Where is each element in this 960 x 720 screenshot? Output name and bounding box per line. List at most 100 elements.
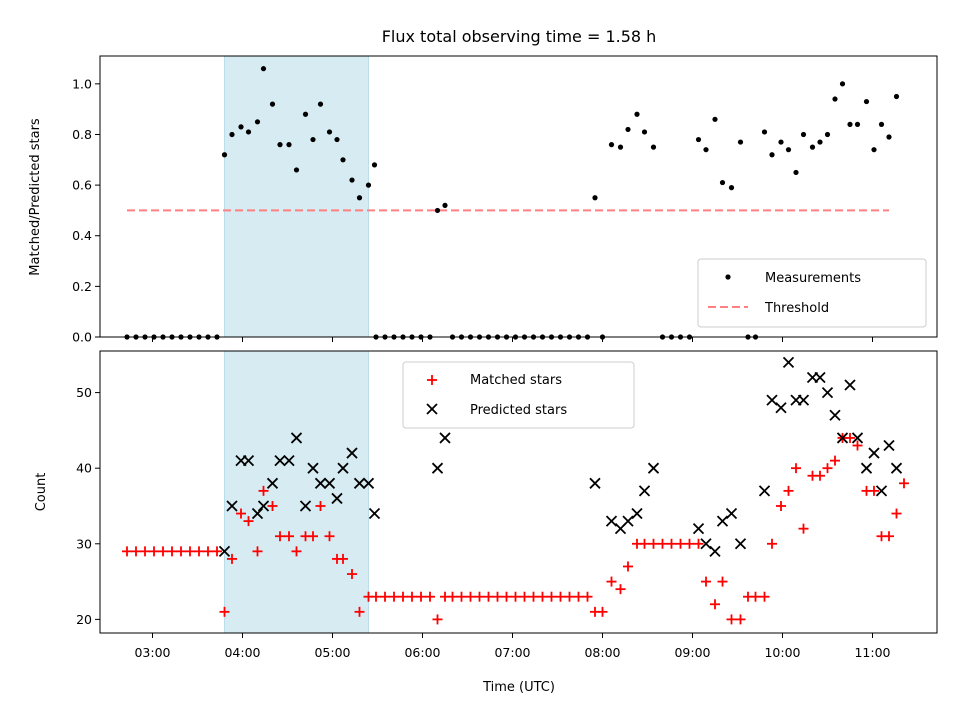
y-tick-label: 1.0: [72, 76, 92, 91]
matched-star-point: [284, 531, 294, 542]
top-y-ticks: 0.0 0.2 0.4 0.6 0.8 1.0: [72, 76, 100, 345]
predicted-star-point: [647, 462, 660, 474]
measurement-point: [719, 179, 726, 186]
highlight-window-top: [224, 55, 369, 338]
predicted-star-point: [323, 477, 336, 489]
matched-star-point: [158, 546, 168, 557]
matched-star-point: [555, 591, 566, 602]
x-axis-label: Time (UTC): [482, 680, 555, 695]
predicted-star-point: [589, 477, 601, 489]
matched-star-point: [822, 463, 833, 474]
measurement-point: [769, 152, 775, 158]
matched-star-point: [615, 584, 626, 595]
predicted-star-point: [299, 500, 312, 512]
top-axes-frame: [99, 55, 938, 338]
predicted-star-point: [883, 439, 895, 452]
measurement-point: [785, 147, 792, 153]
y-tick-label: 30: [76, 536, 92, 551]
matched-star-point: [291, 546, 302, 557]
matched-star-point: [735, 614, 746, 625]
matched-star-point: [666, 538, 677, 549]
measurement-point: [641, 129, 648, 135]
measurement-point: [800, 131, 807, 138]
matched-star-point: [767, 538, 777, 549]
matched-star-point: [212, 546, 222, 557]
matched-star-point: [140, 546, 150, 557]
matched-star-point: [347, 569, 357, 580]
predicted-star-point: [368, 507, 381, 520]
predicted-star-point: [242, 454, 255, 467]
y-tick-label: 40: [76, 461, 92, 476]
count-points: [122, 356, 909, 625]
measurement-point: [878, 121, 885, 127]
predicted-star-point: [362, 477, 375, 489]
matched-star-point: [582, 591, 593, 602]
matched-star-point: [416, 591, 426, 602]
matched-star-point: [750, 591, 761, 602]
measurement-point: [340, 157, 346, 163]
measurement-point: [650, 144, 657, 150]
measurement-point: [737, 139, 744, 145]
predicted-star-point: [709, 545, 721, 557]
matched-star-point: [657, 538, 668, 549]
x-tick-label: 11:00: [854, 645, 890, 660]
y-tick-label: 0.4: [72, 228, 92, 243]
matched-star-point: [510, 591, 521, 602]
matched-star-point: [776, 500, 786, 511]
measurement-point: [229, 131, 235, 138]
predicted-star-point: [700, 538, 712, 550]
matched-star-point: [869, 485, 879, 496]
measurement-point: [245, 129, 252, 135]
measurement-point: [277, 142, 283, 148]
bottom-x-ticks: 03:00 04:00 05:00 06:00 07:00 08:00 09:00 10:00…: [134, 633, 891, 660]
predicted-star-point: [868, 447, 880, 459]
matched-star-point: [701, 576, 711, 587]
legend-label-measurements: Measurements: [765, 271, 861, 286]
matched-star-point: [324, 531, 335, 542]
predicted-star-point: [829, 409, 841, 421]
matched-star-point: [176, 546, 186, 557]
measurement-point: [365, 182, 372, 188]
matched-star-point: [884, 531, 894, 542]
legend-marker-measurements: [725, 274, 731, 280]
legend-label-predicted: Predicted stars: [470, 403, 567, 418]
x-tick-label: 08:00: [584, 645, 620, 660]
predicted-star-point: [346, 447, 358, 459]
predicted-star-point: [734, 538, 747, 550]
measurement-point: [302, 111, 309, 117]
matched-star-point: [338, 553, 348, 564]
predicted-star-point: [890, 462, 903, 474]
matched-star-point: [447, 591, 458, 602]
measurement-point: [310, 136, 316, 143]
measurement-point: [703, 147, 709, 153]
measurement-points: [124, 66, 900, 340]
predicted-star-point: [622, 515, 634, 527]
matched-star-point: [483, 591, 494, 602]
matched-star-point: [519, 591, 530, 602]
matched-star-point: [236, 508, 246, 519]
matched-star-point: [791, 463, 801, 474]
predicted-star-point: [631, 507, 643, 520]
matched-star-point: [675, 538, 686, 549]
matched-star-point: [684, 538, 695, 549]
measurement-point: [712, 116, 718, 122]
predicted-star-point: [283, 454, 295, 467]
top-legend-box: [697, 258, 927, 328]
predicted-star-point: [218, 545, 231, 557]
matched-star-point: [194, 546, 204, 557]
measurement-point: [592, 195, 598, 201]
top-legend: Measurements Threshold: [697, 258, 927, 328]
predicted-star-point: [290, 432, 303, 444]
matched-star-point: [243, 516, 254, 527]
matched-star-point: [639, 538, 650, 549]
x-tick-label: 05:00: [314, 645, 350, 660]
x-tick-label: 04:00: [224, 645, 260, 660]
predicted-star-point: [331, 492, 343, 505]
x-tick-label: 07:00: [494, 645, 530, 660]
matched-star-point: [648, 538, 659, 549]
measurement-point: [356, 195, 363, 201]
matched-star-point: [815, 470, 825, 481]
matched-star-point: [726, 614, 737, 625]
